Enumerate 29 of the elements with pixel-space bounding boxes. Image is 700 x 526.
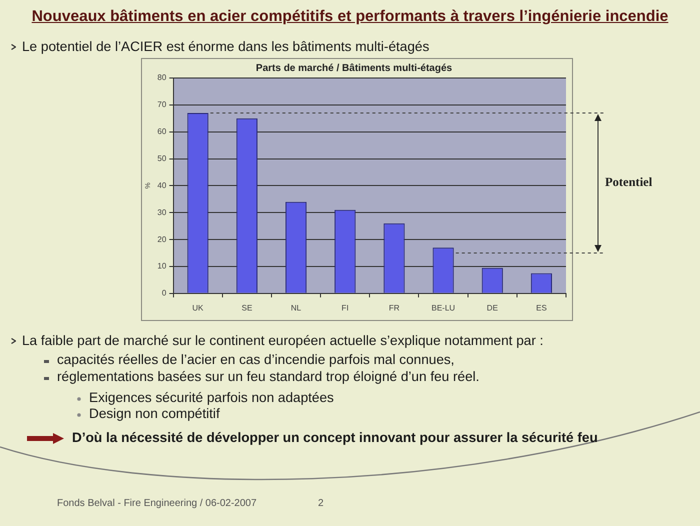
text: D’où la nécessité de développer un concept innovant pour assurer la sécurité feu xyxy=(72,430,598,445)
text: Design non compétitif xyxy=(89,406,220,421)
x-tick-label: BE-LU xyxy=(432,303,456,312)
x-tick-label: ES xyxy=(536,303,547,312)
text: Exigences sécurité parfois non adaptées xyxy=(89,390,334,405)
x-tick-label: FI xyxy=(342,303,349,312)
y-tick-label: 60 xyxy=(157,127,167,136)
text: Le potentiel de l’ACIER est énorme dans les bâtiments multi-étagés xyxy=(22,39,430,54)
chart-title: Parts de marché / Bâtiments multi-étagés xyxy=(256,62,453,74)
x-tick-label: SE xyxy=(242,303,252,312)
text: réglementations basées sur un feu standard trop éloigné d’un feu réel. xyxy=(57,369,480,384)
text: 2 xyxy=(318,498,324,509)
text: La faible part de marché sur le continent européen actuelle s’explique notamment par : xyxy=(22,333,544,348)
y-tick-label: 30 xyxy=(157,208,167,217)
y-tick-label: 80 xyxy=(157,73,167,82)
y-tick-label: 50 xyxy=(157,154,167,163)
x-tick-label: UK xyxy=(192,303,204,312)
y-tick-label: 0 xyxy=(162,288,167,298)
y-tick-label: 10 xyxy=(157,262,167,271)
x-tick-label: FR xyxy=(388,303,400,312)
text: Potentiel xyxy=(605,175,653,190)
text: capacités réelles de l’acier en cas d’incendie parfois mal connues, xyxy=(57,352,454,367)
x-tick-label: DE xyxy=(486,303,498,312)
y-tick-label: 20 xyxy=(157,234,167,244)
y-tick-label: 70 xyxy=(157,100,167,110)
text: Fonds Belval - Fire Engineering / 06-02-2007 xyxy=(57,498,257,509)
x-tick-label: NL xyxy=(290,303,302,312)
y-tick-label: 40 xyxy=(157,180,167,190)
text: Nouveaux bâtiments en acier compétitifs et performants à travers l’ingénierie incendie xyxy=(32,8,668,25)
